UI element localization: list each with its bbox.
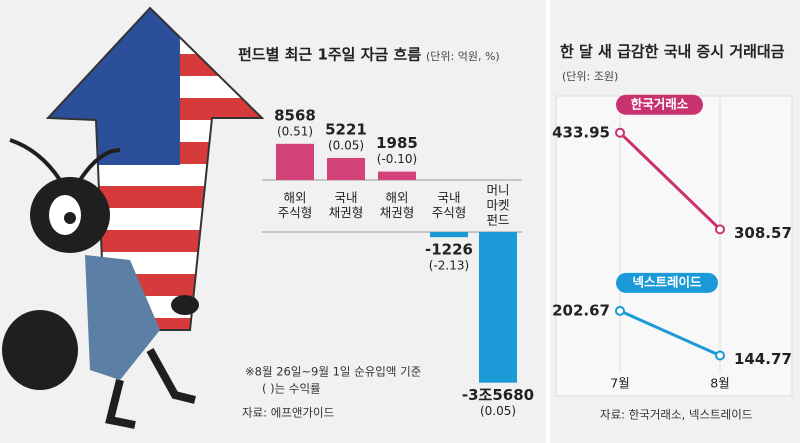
- legend-label: 한국거래소: [631, 96, 689, 111]
- x-tick-label: 해외: [385, 190, 408, 205]
- note: ※8월 26일~9월 1일 순유입액 기준: [245, 365, 421, 379]
- x-tick-label: 국내: [437, 190, 460, 205]
- x-tick-label: 국내: [334, 190, 357, 205]
- x-tick-label: 8월: [710, 376, 729, 391]
- return-label: (0.51): [277, 124, 313, 138]
- bar: [378, 171, 416, 180]
- return-label: (-0.10): [377, 152, 417, 166]
- x-tick-label: 채권형: [380, 205, 415, 220]
- value-label: 202.67: [552, 301, 610, 319]
- value-label: 5221: [325, 120, 367, 138]
- ant: [2, 138, 199, 429]
- x-tick-label: 7월: [610, 376, 629, 391]
- value-label: 308.57: [734, 224, 792, 242]
- value-label: 8568: [274, 106, 316, 124]
- line: [619, 309, 721, 357]
- return-label: (-2.13): [429, 259, 469, 273]
- x-tick-label: 펀드: [486, 213, 509, 228]
- return-label: (0.05): [480, 404, 516, 418]
- bar: [479, 232, 517, 383]
- bar: [430, 232, 468, 238]
- value-label: 1985: [376, 134, 418, 152]
- value-label: 144.77: [734, 350, 792, 368]
- x-tick-label: 해외: [283, 190, 306, 205]
- legend-swatch: [616, 94, 703, 115]
- value-label: -1226: [425, 241, 473, 259]
- legend-label: 넥스트레이드: [632, 274, 702, 289]
- plot-area: [555, 95, 793, 397]
- marker: [615, 305, 625, 316]
- marker: [615, 127, 625, 138]
- source: 자료: 한국거래소, 넥스트레이드: [600, 408, 752, 422]
- value-label: 433.95: [552, 123, 610, 141]
- return-label: (0.05): [328, 138, 364, 152]
- x-tick-label: 머니: [486, 183, 509, 198]
- x-tick-label: 마켓: [486, 198, 509, 213]
- chart-title: 한 달 새 급감한 국내 증시 거래대금: [560, 43, 785, 61]
- x-tick-label: 채권형: [329, 205, 364, 220]
- x-tick-label: 주식형: [432, 205, 467, 220]
- marker: [715, 224, 725, 235]
- note: ( )는 수익률: [262, 382, 321, 396]
- x-tick-label: 주식형: [278, 205, 313, 220]
- chart-title: 펀드별 최근 1주일 자금 흐름: [238, 46, 421, 64]
- source: 자료: 에프앤가이드: [242, 406, 334, 420]
- line: [618, 131, 722, 231]
- marker: [715, 350, 725, 361]
- unit-label: (단위: 억원, %): [426, 50, 500, 63]
- bar: [327, 157, 365, 180]
- value-label: -3조5680: [462, 386, 534, 404]
- bar: [276, 143, 314, 180]
- unit-label: (단위: 조원): [562, 70, 618, 83]
- legend-swatch: [616, 272, 718, 293]
- divider: [546, 0, 550, 443]
